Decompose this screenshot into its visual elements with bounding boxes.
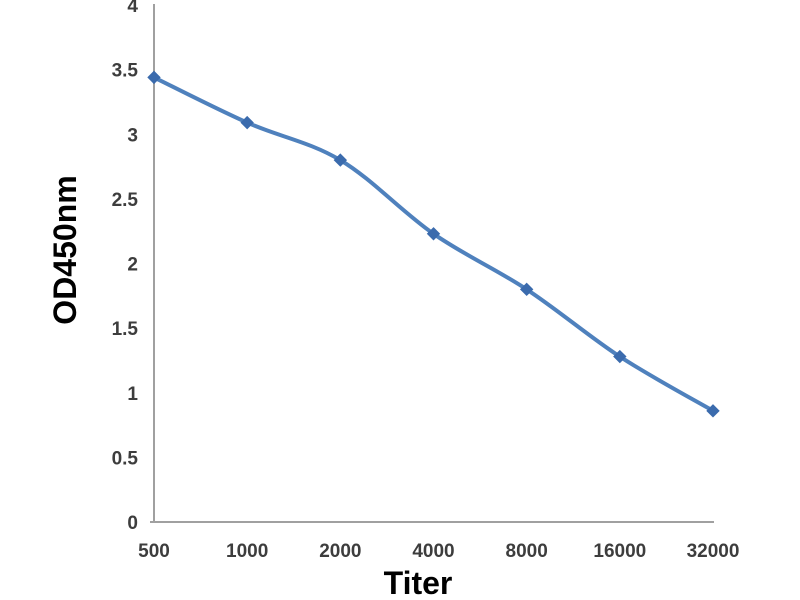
tick-layer: 0 0.5 1 1.5 2 2.5 3 3.5 4 500 1000 2000 4000 8000 1600… [112,0,740,562]
y-tick-label: 3.5 [112,61,139,82]
y-tick-label: 3 [127,125,138,146]
data-point-marker [613,349,627,364]
x-tick-label: 2000 [319,541,361,562]
x-tick-label: 500 [138,541,170,562]
x-tick-label: 16000 [593,541,646,562]
data-point-marker [426,227,441,241]
series-layer [147,70,720,418]
y-tick-label: 0.5 [112,448,139,469]
y-tick-label: 1 [127,384,138,405]
y-tick-label: 2.5 [112,190,139,211]
axis-layer [150,4,714,523]
y-tick-label: 2 [127,255,138,276]
y-axis-title: OD450nm [47,175,83,324]
data-line [152,75,715,413]
data-point-marker [706,404,720,418]
data-point-marker [519,282,534,297]
x-tick-label: 1000 [226,541,268,562]
x-tick-label: 4000 [412,541,454,562]
x-tick-label: 8000 [506,541,548,562]
data-point-marker [240,115,254,130]
x-axis-title: Titer [384,565,453,600]
x-tick-label: 32000 [687,541,740,562]
data-point-marker [147,70,161,85]
data-point-marker [333,153,348,167]
y-tick-label: 4 [127,0,138,17]
y-tick-label: 0 [127,513,138,534]
y-tick-label: 1.5 [112,319,139,340]
